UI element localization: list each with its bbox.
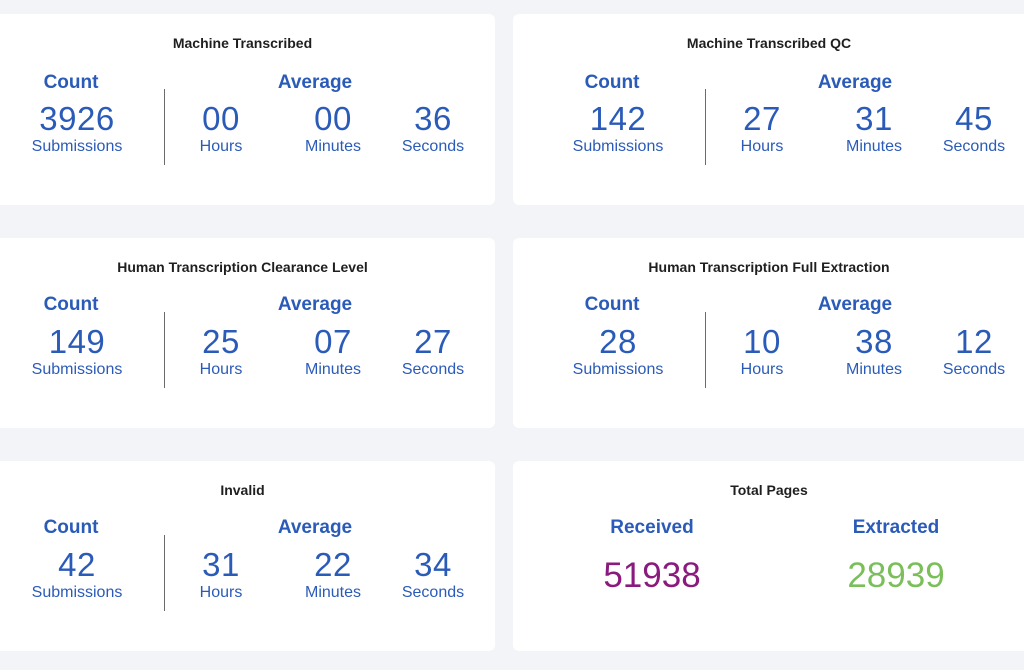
seconds-label: Seconds (942, 361, 1006, 378)
average-header: Average (277, 294, 353, 315)
minutes-metric: 00 Minutes (268, 101, 398, 157)
count-header: Count (43, 294, 99, 315)
count-metric: 142 Submissions (553, 101, 683, 157)
count-metric: 28 Submissions (553, 324, 683, 380)
count-metric: 42 Submissions (12, 547, 142, 603)
count-header: Count (584, 294, 640, 315)
seconds-value: 12 (955, 323, 993, 360)
count-label: Submissions (31, 584, 123, 601)
seconds-metric: 45 Seconds (909, 101, 1024, 157)
minutes-value: 31 (855, 100, 893, 137)
hours-metric: 31 Hours (156, 547, 286, 603)
minutes-metric: 38 Minutes (809, 324, 939, 380)
minutes-value: 07 (314, 323, 352, 360)
minutes-label: Minutes (304, 361, 362, 378)
divider (164, 535, 165, 611)
extracted-header: Extracted (852, 517, 940, 538)
card-title: Human Transcription Full Extraction (648, 259, 890, 275)
minutes-value: 00 (314, 100, 352, 137)
hours-metric: 25 Hours (156, 324, 286, 380)
hours-value: 27 (743, 100, 781, 137)
card-human-transcription-clearance-level: Human Transcription Clearance Level Coun… (0, 238, 495, 428)
hours-value: 10 (743, 323, 781, 360)
received-header: Received (610, 517, 694, 538)
card-title: Machine Transcribed QC (686, 35, 852, 51)
minutes-label: Minutes (304, 138, 362, 155)
card-machine-transcribed-qc: Machine Transcribed QC Count Average 142… (513, 14, 1024, 205)
count-header: Count (43, 72, 99, 93)
divider (705, 89, 706, 165)
minutes-label: Minutes (304, 584, 362, 601)
hours-value: 31 (202, 546, 240, 583)
average-header: Average (817, 294, 893, 315)
hours-label: Hours (199, 361, 243, 378)
count-label: Submissions (31, 138, 123, 155)
minutes-value: 38 (855, 323, 893, 360)
card-machine-transcribed: Machine Transcribed Count Average 3926 S… (0, 14, 495, 205)
hours-metric: 00 Hours (156, 101, 286, 157)
card-human-transcription-full-extraction: Human Transcription Full Extraction Coun… (513, 238, 1024, 428)
hours-value: 00 (202, 100, 240, 137)
card-title: Total Pages (730, 482, 808, 498)
seconds-label: Seconds (942, 138, 1006, 155)
seconds-label: Seconds (401, 138, 465, 155)
minutes-label: Minutes (845, 138, 903, 155)
seconds-value: 36 (414, 100, 452, 137)
hours-label: Hours (199, 138, 243, 155)
card-title: Human Transcription Clearance Level (117, 259, 368, 275)
minutes-metric: 07 Minutes (268, 324, 398, 380)
count-value: 149 (48, 323, 106, 360)
divider (164, 312, 165, 388)
count-metric: 3926 Submissions (12, 101, 142, 157)
card-title: Machine Transcribed (172, 35, 313, 51)
minutes-metric: 31 Minutes (809, 101, 939, 157)
card-total-pages: Total Pages Received Extracted 51938 289… (513, 461, 1024, 651)
count-value: 42 (58, 546, 96, 583)
minutes-metric: 22 Minutes (268, 547, 398, 603)
divider (164, 89, 165, 165)
minutes-value: 22 (314, 546, 352, 583)
seconds-value: 45 (955, 100, 993, 137)
hours-metric: 10 Hours (697, 324, 827, 380)
count-value: 3926 (39, 100, 115, 137)
seconds-metric: 27 Seconds (368, 324, 498, 380)
seconds-value: 34 (414, 546, 452, 583)
average-header: Average (817, 72, 893, 93)
hours-label: Hours (740, 361, 784, 378)
seconds-metric: 34 Seconds (368, 547, 498, 603)
divider (705, 312, 706, 388)
hours-metric: 27 Hours (697, 101, 827, 157)
count-metric: 149 Submissions (12, 324, 142, 380)
seconds-metric: 36 Seconds (368, 101, 498, 157)
count-label: Submissions (572, 138, 664, 155)
average-header: Average (277, 517, 353, 538)
hours-label: Hours (199, 584, 243, 601)
seconds-value: 27 (414, 323, 452, 360)
card-invalid: Invalid Count Average 42 Submissions 31 … (0, 461, 495, 651)
count-header: Count (584, 72, 640, 93)
count-value: 28 (599, 323, 637, 360)
received-value: 51938 (603, 556, 701, 595)
average-header: Average (277, 72, 353, 93)
hours-label: Hours (740, 138, 784, 155)
seconds-metric: 12 Seconds (909, 324, 1024, 380)
hours-value: 25 (202, 323, 240, 360)
seconds-label: Seconds (401, 361, 465, 378)
count-label: Submissions (31, 361, 123, 378)
extracted-value: 28939 (847, 556, 945, 595)
count-label: Submissions (572, 361, 664, 378)
minutes-label: Minutes (845, 361, 903, 378)
count-value: 142 (589, 100, 647, 137)
card-title: Invalid (220, 482, 265, 498)
seconds-label: Seconds (401, 584, 465, 601)
count-header: Count (43, 517, 99, 538)
